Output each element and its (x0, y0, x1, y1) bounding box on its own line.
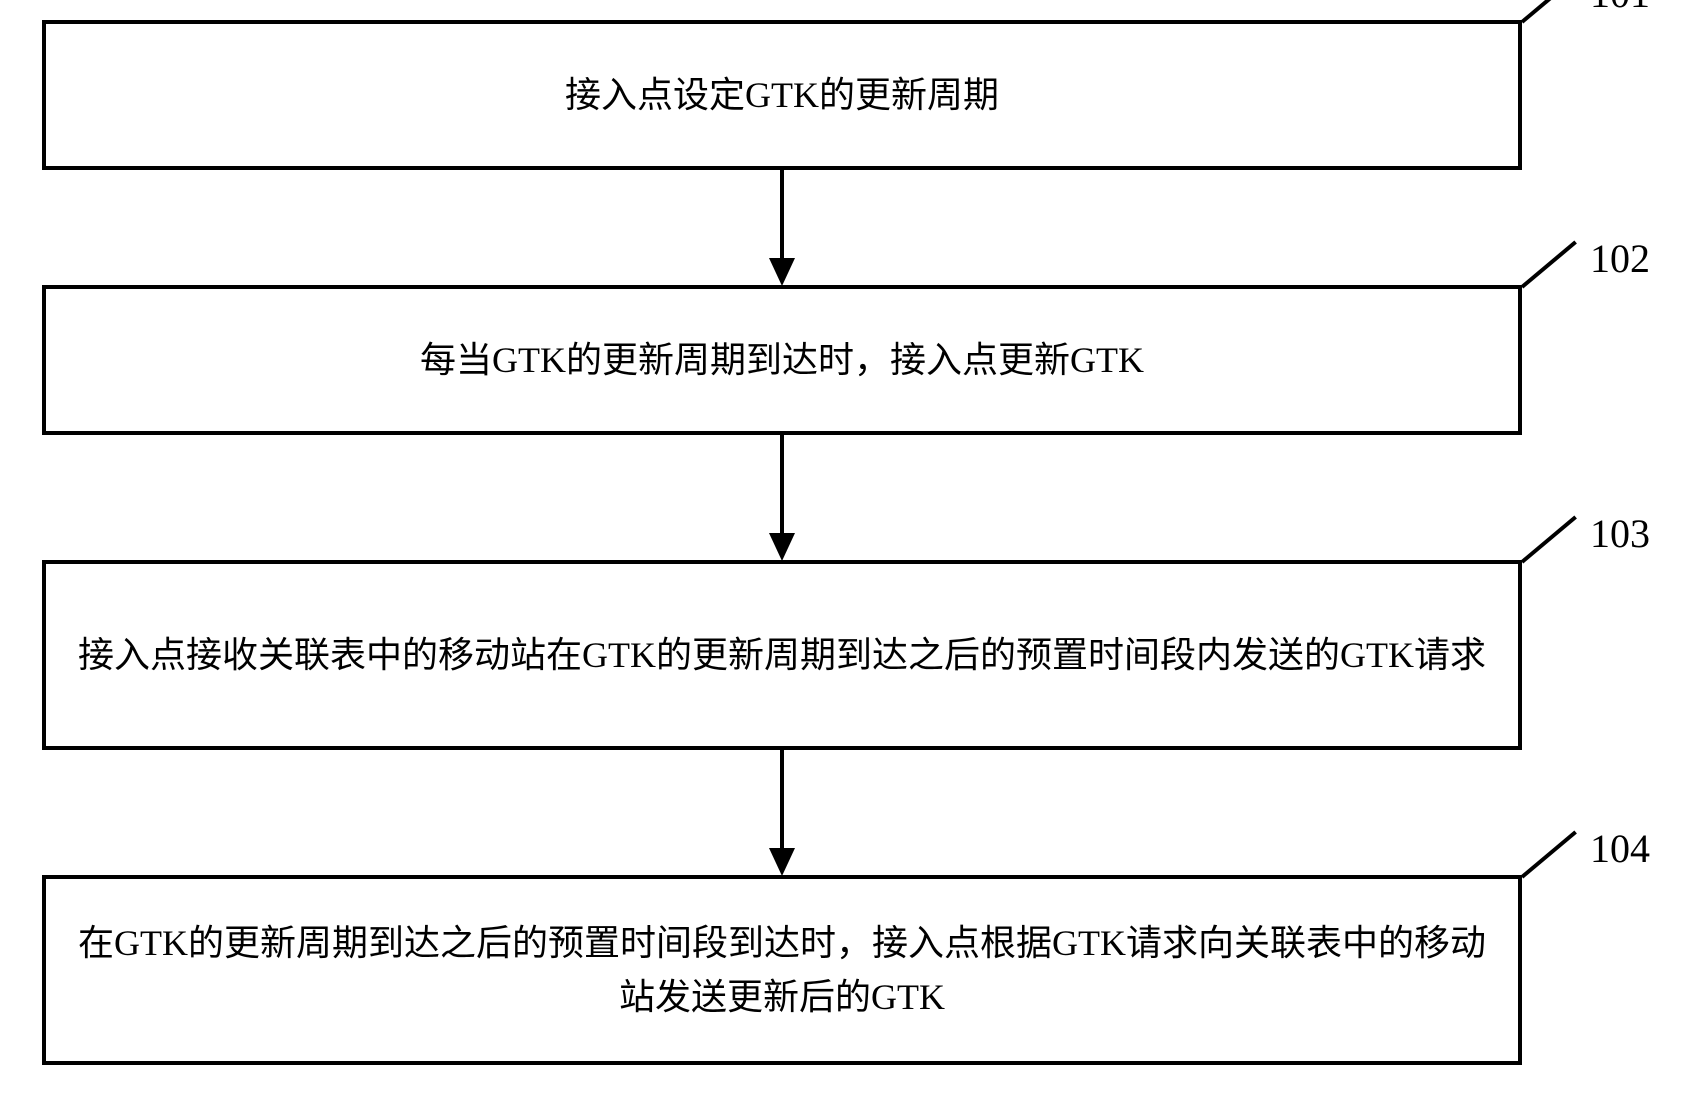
flow-step-text: 每当GTK的更新周期到达时，接入点更新GTK (420, 333, 1144, 387)
flow-step-text: 接入点接收关联表中的移动站在GTK的更新周期到达之后的预置时间段内发送的GTK请… (78, 628, 1486, 682)
flowchart-canvas: 接入点设定GTK的更新周期 101 每当GTK的更新周期到达时，接入点更新GTK… (0, 0, 1702, 1109)
arrow-head-icon (769, 533, 795, 561)
flow-step-103: 接入点接收关联表中的移动站在GTK的更新周期到达之后的预置时间段内发送的GTK请… (42, 560, 1522, 750)
flow-step-101: 接入点设定GTK的更新周期 (42, 20, 1522, 170)
label-tick-101 (1521, 0, 1577, 24)
arrow-head-icon (769, 848, 795, 876)
label-tick-103 (1521, 515, 1577, 563)
arrow-line (780, 170, 784, 260)
flow-step-104: 在GTK的更新周期到达之后的预置时间段到达时，接入点根据GTK请求向关联表中的移… (42, 875, 1522, 1065)
arrow-line (780, 750, 784, 850)
label-tick-104 (1521, 830, 1577, 878)
step-label-103: 103 (1590, 510, 1650, 557)
step-label-101: 101 (1590, 0, 1650, 17)
flow-step-text: 在GTK的更新周期到达之后的预置时间段到达时，接入点根据GTK请求向关联表中的移… (70, 916, 1494, 1024)
step-label-104: 104 (1590, 825, 1650, 872)
flow-step-text: 接入点设定GTK的更新周期 (565, 68, 999, 122)
arrow-head-icon (769, 258, 795, 286)
arrow-line (780, 435, 784, 535)
flow-step-102: 每当GTK的更新周期到达时，接入点更新GTK (42, 285, 1522, 435)
label-tick-102 (1521, 240, 1577, 288)
step-label-102: 102 (1590, 235, 1650, 282)
